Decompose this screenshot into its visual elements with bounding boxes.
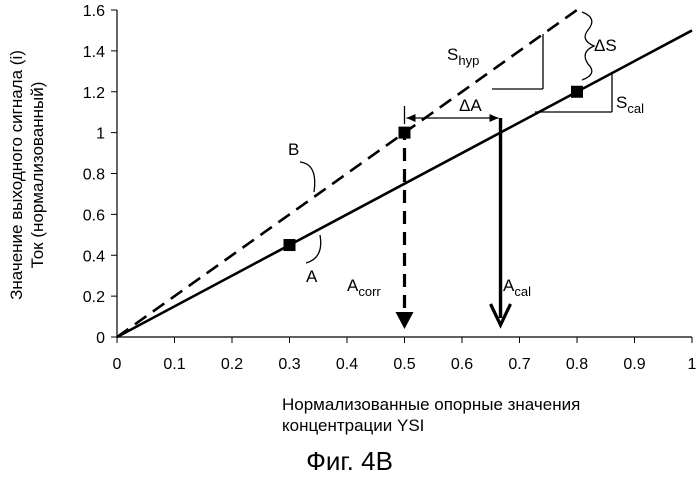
figure-caption: Фиг. 4В <box>306 446 393 476</box>
series-line-b <box>116 8 578 339</box>
y-tick-label: 0.6 <box>83 207 105 224</box>
y-tick-label: 1.6 <box>83 3 105 20</box>
x-tick-label: 0.6 <box>451 356 473 373</box>
annotations: A B Shyp Scal ΔS ΔA Acorr Acal <box>288 11 644 329</box>
y-tick-label: 1 <box>96 126 105 143</box>
x-tick-label: 0.9 <box>623 356 645 373</box>
x-tick-label: 1 <box>688 356 697 373</box>
series-line-a <box>116 29 693 339</box>
delta-a-arrowhead-right <box>489 114 499 122</box>
delta-a-arrowhead-left <box>406 114 416 122</box>
x-tick-label: 0.3 <box>278 356 300 373</box>
data-point-marker <box>283 239 296 252</box>
label-a: A <box>306 267 318 286</box>
label-a-leader <box>305 234 322 264</box>
delta-s-label: ΔS <box>594 36 617 55</box>
x-axis-title: Нормализованные опорные значения концент… <box>282 394 699 436</box>
slope-cal-label: Scal <box>616 93 644 116</box>
slope-hyp-label: Shyp <box>447 45 479 68</box>
x-tick-label: 0.1 <box>163 356 185 373</box>
delta-s-brace <box>581 11 596 81</box>
x-tick-label: 0.7 <box>508 356 530 373</box>
y-tick-label: 0 <box>96 330 105 347</box>
a-corr-label: Acorr <box>347 276 381 299</box>
ticks: 0 0.1 0.2 0.3 0.4 0.5 0.6 0.7 0.8 0.9 1 0 0.2 0.4 0.6 0… <box>83 3 697 373</box>
x-tick-label: 0.2 <box>221 356 243 373</box>
y-tick-label: 0.4 <box>83 248 105 265</box>
x-tick-label: 0.4 <box>336 356 358 373</box>
x-tick-label: 0.8 <box>566 356 588 373</box>
series <box>116 8 693 339</box>
a-cal-label: Acal <box>503 276 531 299</box>
y-axis-title-line-1: Значение выходного сигнала (i) <box>7 50 26 300</box>
label-b: B <box>288 140 299 159</box>
data-point-marker <box>571 85 583 98</box>
x-tick-label: 0.5 <box>393 356 415 373</box>
x-axis-title-line-2: концентрации YSI <box>282 416 425 435</box>
y-axis-title-line-2: Ток (нормализованный) <box>28 82 47 269</box>
y-tick-label: 1.2 <box>83 85 105 102</box>
a-cal-arrowhead <box>489 303 512 329</box>
y-tick-label: 0.2 <box>83 289 105 306</box>
y-tick-label: 0.8 <box>83 167 105 184</box>
delta-a-label: ΔA <box>459 96 482 115</box>
x-axis-title-line-1: Нормализованные опорные значения <box>282 395 581 414</box>
x-tick-label: 0 <box>113 356 122 373</box>
y-tick-label: 1.4 <box>83 44 105 61</box>
label-b-leader <box>299 161 316 193</box>
a-corr-arrowhead <box>395 312 414 329</box>
